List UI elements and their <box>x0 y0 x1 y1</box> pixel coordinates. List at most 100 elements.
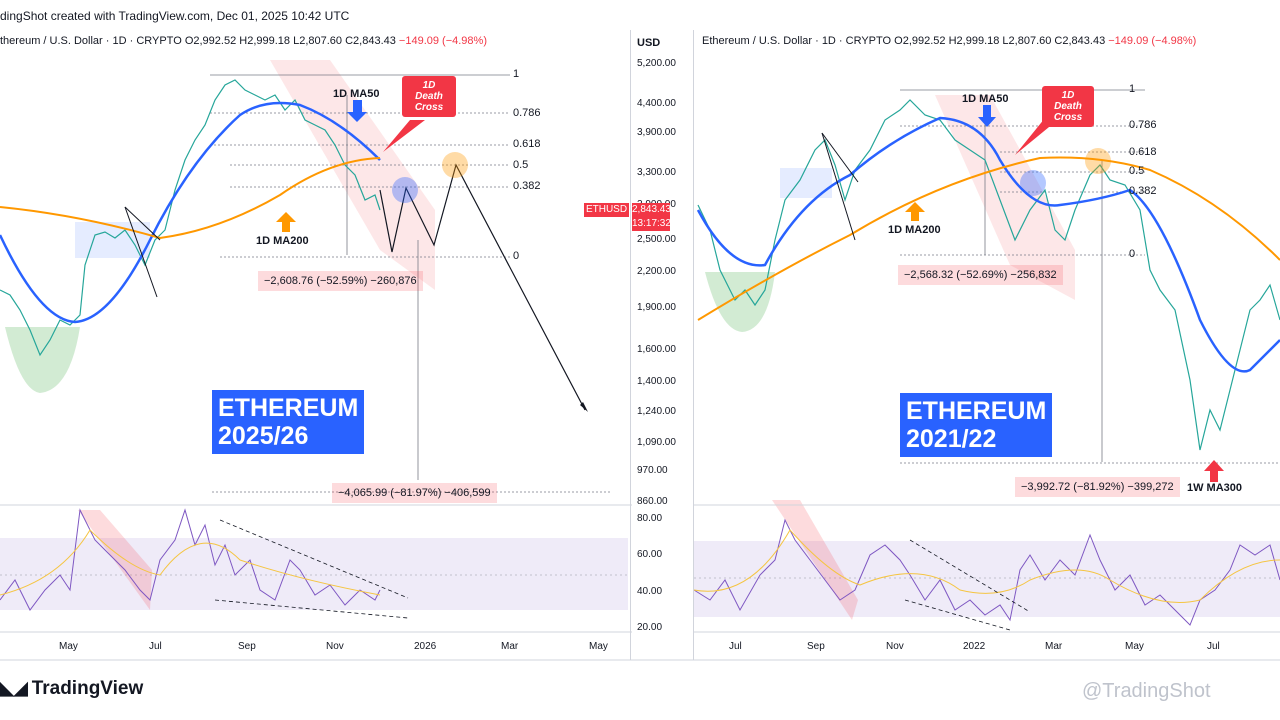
price-tick: 1,600.00 <box>637 344 676 355</box>
left-low: L2,807.60 <box>293 35 343 47</box>
right-rsi-channel <box>772 500 858 620</box>
right-ma300-label: 1W MA300 <box>1187 482 1243 494</box>
left-change: −149.09 (−4.98%) <box>398 35 487 47</box>
time-tick: May <box>1125 641 1144 652</box>
fib-label: 0.786 <box>1129 119 1157 131</box>
fib-label: 0 <box>513 250 520 262</box>
right-symbol: Ethereum / U.S. Dollar · 1D · CRYPTO <box>702 35 892 47</box>
left-panel-border <box>630 30 631 660</box>
time-tick: May <box>59 641 78 652</box>
tradingview-logo-icon: ◣◢ <box>0 678 28 698</box>
fib-label: 0.618 <box>513 138 541 150</box>
left-channel <box>270 60 435 290</box>
left-title-line2: 2025/26 <box>218 422 309 450</box>
left-consolidation <box>75 222 150 258</box>
fib-label: 0.786 <box>513 107 541 119</box>
left-death-cross-l3: Cross <box>414 102 444 113</box>
left-ohlc-legend: thereum / U.S. Dollar · 1D · CRYPTO O2,9… <box>0 35 487 47</box>
right-ma50-arrow <box>978 105 996 127</box>
left-symbol: thereum / U.S. Dollar · 1D · CRYPTO <box>0 35 182 47</box>
time-tick: Sep <box>807 641 825 652</box>
left-open: O2,992.52 <box>184 35 237 47</box>
right-death-cross-l1: 1D <box>1061 90 1075 101</box>
time-tick: Jul <box>729 641 742 652</box>
price-tick: 1,400.00 <box>637 376 676 387</box>
right-ma200-arrow <box>905 202 925 221</box>
fib-label: 1 <box>1129 83 1136 95</box>
watermark: @TradingShot <box>1082 680 1211 702</box>
right-title-line2: 2021/22 <box>906 425 997 453</box>
time-tick: Nov <box>886 641 904 652</box>
left-measure-1: −2,608.76 (−52.59%) −260,876 <box>258 271 423 291</box>
left-death-cross-l1: 1D <box>422 80 436 91</box>
price-tick: 5,200.00 <box>637 58 676 69</box>
right-ma50-label: 1D MA50 <box>962 93 1009 105</box>
right-death-cross-l3: Cross <box>1053 112 1083 123</box>
tradingview-logo-text: TradingView <box>31 678 144 699</box>
fib-label: 0.618 <box>1129 146 1157 158</box>
price-tag-time: 13:17:32 <box>632 218 671 229</box>
right-rsi-ma <box>693 529 1280 603</box>
left-ma200-label: 1D MA200 <box>256 235 309 247</box>
time-tick: 2026 <box>414 641 437 652</box>
currency-label: USD <box>637 37 661 49</box>
right-death-cross-l2: Death <box>1054 101 1082 112</box>
right-death-cross: 1D Death Cross <box>1042 86 1094 127</box>
left-death-cross-l2: Death <box>415 91 443 102</box>
right-rsi-line <box>693 518 1280 626</box>
rsi-tick: 20.00 <box>637 622 663 633</box>
time-tick: Jul <box>1207 641 1220 652</box>
time-tick: Mar <box>1045 641 1063 652</box>
fib-label: 0.5 <box>1129 165 1145 177</box>
tradingview-logo[interactable]: ◣◢ TradingView <box>0 678 143 700</box>
right-measure-1: −2,568.32 (−52.69%) −256,832 <box>898 265 1063 285</box>
fib-label: 0.382 <box>513 180 541 192</box>
left-high: H2,999.18 <box>239 35 291 47</box>
header-bar: dingShot created with TradingView.com, D… <box>0 0 1280 30</box>
right-channel <box>935 95 1075 300</box>
right-ohlc-legend: Ethereum / U.S. Dollar · 1D · CRYPTO O2,… <box>702 35 1196 47</box>
rsi-tick: 60.00 <box>637 549 663 560</box>
time-tick: May <box>589 641 608 652</box>
left-ma50-arrow <box>347 100 367 122</box>
fib-label: 1 <box>513 68 520 80</box>
right-blue-circle <box>1020 170 1046 196</box>
left-blue-circle <box>392 177 418 203</box>
right-close: C2,843.43 <box>1054 35 1106 47</box>
right-open: O2,992.52 <box>894 35 946 47</box>
price-tag-price: 2,843.43 <box>632 204 671 215</box>
rsi-tick: 40.00 <box>637 586 663 597</box>
price-tag-value: 2,843.43 13:17:32 <box>632 203 671 231</box>
left-bowl <box>5 327 80 393</box>
price-tick: 2,500.00 <box>637 234 676 245</box>
price-tag-symbol: ETHUSD <box>584 203 629 217</box>
left-close: C2,843.43 <box>345 35 396 47</box>
time-tick: Jul <box>149 641 162 652</box>
right-panel-border <box>693 30 694 660</box>
created-text: dingShot created with TradingView.com, D… <box>0 9 350 23</box>
price-tick: 970.00 <box>637 465 668 476</box>
right-ma200 <box>697 156 1280 321</box>
price-tag: ETHUSD 2,843.43 13:17:32 <box>584 203 686 231</box>
left-measure-2: −4,065.99 (−81.97%) −406,599 <box>332 483 497 503</box>
left-orange-circle <box>442 152 468 178</box>
right-high: H2,999.18 <box>948 35 1000 47</box>
right-consolidation <box>780 168 832 198</box>
price-tick: 1,090.00 <box>637 437 676 448</box>
right-orange-circle <box>1085 148 1111 174</box>
left-title-line1: ETHEREUM <box>218 394 359 422</box>
price-tick: 1,240.00 <box>637 406 676 417</box>
right-title: ETHEREUM 2021/22 <box>900 393 1053 457</box>
right-ma200-label: 1D MA200 <box>888 224 941 236</box>
right-measure-2: −3,992.72 (−81.92%) −399,272 <box>1015 477 1180 497</box>
rsi-tick: 80.00 <box>637 513 663 524</box>
left-ma50-label: 1D MA50 <box>333 88 380 100</box>
fib-label: 0.5 <box>513 159 529 171</box>
price-tick: 4,400.00 <box>637 98 676 109</box>
price-tick: 3,300.00 <box>637 167 676 178</box>
time-tick: 2022 <box>963 641 986 652</box>
right-candles <box>697 99 1280 451</box>
right-low: L2,807.60 <box>1002 35 1052 47</box>
fib-label: 0.382 <box>1129 185 1157 197</box>
